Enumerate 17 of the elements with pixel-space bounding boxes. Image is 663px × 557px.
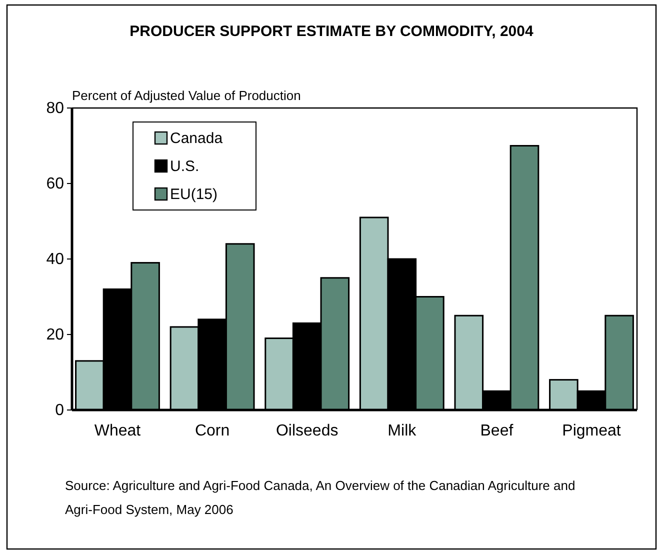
- x-tick-label: Corn: [194, 422, 230, 440]
- x-tick-label: Wheat: [94, 422, 142, 440]
- x-tick-label: Beef: [480, 422, 514, 440]
- x-tick-label: Pigmeat: [562, 422, 622, 440]
- chart-title: PRODUCER SUPPORT ESTIMATE BY COMMODITY, 2004: [130, 23, 534, 40]
- y-tick-label: 40: [46, 251, 64, 268]
- y-tick-label: 0: [55, 402, 64, 420]
- x-tick-label: Oilseeds: [276, 422, 338, 440]
- legend-label: EU(15): [170, 186, 218, 203]
- source-note: Source: Agriculture and Agri-Food Canada, An Overview of the Canadian Agriculture and Agri-Food System, May 2006: [65, 478, 576, 517]
- y-tick-label: 20: [46, 326, 64, 344]
- x-tick-label: Milk: [388, 422, 418, 440]
- legend-label: Canada: [170, 130, 224, 147]
- legend-label: U.S.: [170, 158, 200, 175]
- y-tick-label: 80: [46, 100, 64, 118]
- y-tick-label: 60: [46, 176, 64, 193]
- y-axis-title: Percent of Adjusted Value of Production: [72, 88, 301, 103]
